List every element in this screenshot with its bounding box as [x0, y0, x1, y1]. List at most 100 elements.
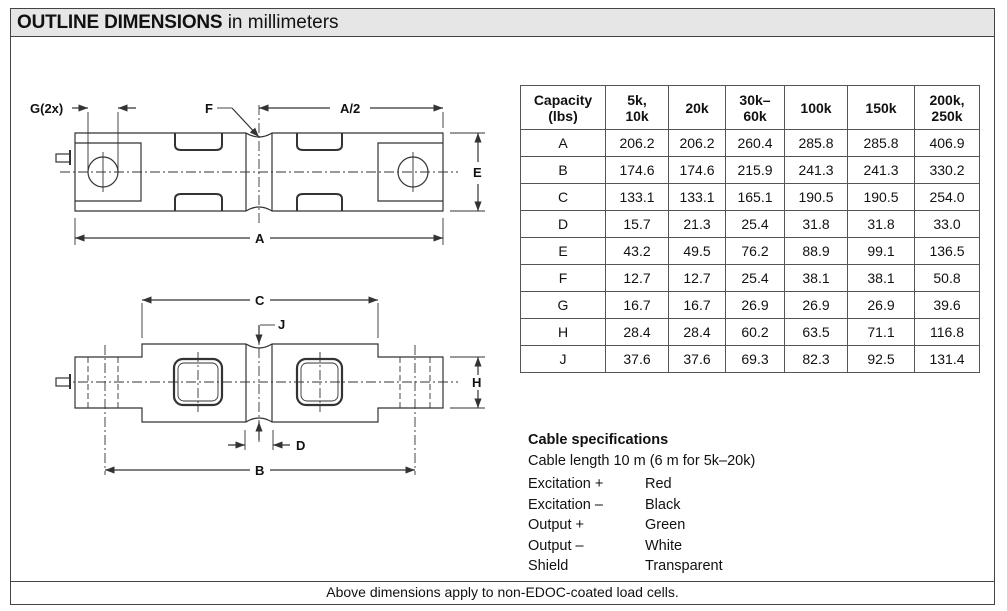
- table-row: J 37.6 37.6 69.3 82.3 92.5 131.4: [520, 345, 980, 373]
- table-cell: 12.7: [668, 264, 726, 292]
- table-row: F 12.7 12.7 25.4 38.1 38.1 50.8: [520, 264, 980, 292]
- table-cell: 43.2: [605, 237, 669, 265]
- cable-specifications: Cable specifications Cable length 10 m (…: [528, 430, 755, 577]
- wire-signal: Excitation –: [528, 496, 603, 513]
- column-header-text: 20k: [685, 99, 709, 116]
- dimensions-table: Capacity (lbs) 5k, 10k 20k 30k–60k 100k 150k 2…: [520, 85, 980, 373]
- table-cell: 21.3: [668, 210, 726, 238]
- dim-label-f: F: [205, 101, 213, 116]
- wire-signal: Shield: [528, 558, 569, 574]
- table-cell: 15.7: [605, 210, 669, 238]
- dimension-label: J: [520, 345, 606, 373]
- table-cell: 31.8: [847, 210, 915, 238]
- table-cell: 82.3: [784, 345, 848, 373]
- table-cell: 60.2: [725, 318, 785, 346]
- wire-signal: Output +: [528, 517, 585, 533]
- table-row: G 16.7 16.7 26.9 26.9 26.9 39.6: [520, 291, 980, 319]
- wire-row: Excitation – Black: [528, 495, 755, 516]
- table-cell: 76.2: [725, 237, 785, 265]
- table-row: C 133.1 133.1 165.1 190.5 190.5 254.0: [520, 183, 980, 211]
- table-cell: 38.1: [784, 264, 848, 292]
- table-cell: 31.8: [784, 210, 848, 238]
- wire-row: Output – White: [528, 536, 755, 557]
- column-header: 20k: [668, 85, 726, 130]
- table-row: A 206.2 206.2 260.4 285.8 285.8 406.9: [520, 129, 980, 157]
- table-cell: 133.1: [668, 183, 726, 211]
- column-header-text: Capacity (lbs): [533, 91, 593, 124]
- table-row: E 43.2 49.5 76.2 88.9 99.1 136.5: [520, 237, 980, 265]
- table-cell: 330.2: [914, 156, 980, 184]
- dimension-label: E: [520, 237, 606, 265]
- table-header-row: Capacity (lbs) 5k, 10k 20k 30k–60k 100k 150k 2…: [520, 85, 980, 130]
- table-row: B 174.6 174.6 215.9 241.3 241.3 330.2: [520, 156, 980, 184]
- cable-length: Cable length 10 m (6 m for 5k–20k): [528, 452, 756, 469]
- table-row: D 15.7 21.3 25.4 31.8 31.8 33.0: [520, 210, 980, 238]
- column-header: 5k, 10k: [605, 85, 669, 130]
- footer-note: Above dimensions apply to non-EDOC-coate…: [11, 581, 994, 604]
- table-cell: 39.6: [914, 291, 980, 319]
- wire-color: Green: [645, 517, 686, 533]
- table-cell: 37.6: [605, 345, 669, 373]
- dim-label-g: G(2x): [30, 101, 63, 116]
- dim-label-h: H: [472, 375, 481, 390]
- title-bold: OUTLINE DIMENSIONS: [17, 12, 223, 33]
- table-row: H 28.4 28.4 60.2 63.5 71.1 116.8: [520, 318, 980, 346]
- table-cell: 25.4: [725, 210, 785, 238]
- table-cell: 37.6: [668, 345, 726, 373]
- table-cell: 285.8: [784, 129, 848, 157]
- table-cell: 206.2: [605, 129, 669, 157]
- table-cell: 99.1: [847, 237, 915, 265]
- section-title: OUTLINE DIMENSIONS in millimeters: [17, 12, 339, 34]
- table-cell: 190.5: [784, 183, 848, 211]
- table-cell: 33.0: [914, 210, 980, 238]
- dimension-label: A: [520, 129, 606, 157]
- wire-color: Red: [645, 476, 672, 492]
- dimension-label: B: [520, 156, 606, 184]
- table-cell: 215.9: [725, 156, 785, 184]
- table-body: A 206.2 206.2 260.4 285.8 285.8 406.9 B 174.6 174…: [520, 129, 980, 373]
- title-units: in millimeters: [222, 12, 339, 33]
- column-header: Capacity (lbs): [520, 85, 606, 130]
- wire-signal: Excitation +: [528, 476, 604, 492]
- dim-label-d: D: [296, 438, 305, 453]
- table-cell: 116.8: [914, 318, 980, 346]
- table-cell: 174.6: [605, 156, 669, 184]
- column-header: 200k, 250k: [914, 85, 980, 130]
- dim-label-b: B: [255, 463, 264, 478]
- cable-title: Cable specifications: [528, 432, 669, 448]
- table-cell: 38.1: [847, 264, 915, 292]
- table-cell: 92.5: [847, 345, 915, 373]
- table-cell: 285.8: [847, 129, 915, 157]
- dim-label-a: A: [255, 231, 265, 246]
- table-cell: 71.1: [847, 318, 915, 346]
- wire-row: Excitation + Red: [528, 474, 755, 495]
- table-cell: 26.9: [725, 291, 785, 319]
- table-cell: 241.3: [784, 156, 848, 184]
- wire-color: Black: [645, 496, 681, 513]
- table-cell: 88.9: [784, 237, 848, 265]
- table-cell: 174.6: [668, 156, 726, 184]
- table-cell: 12.7: [605, 264, 669, 292]
- column-header: 30k–60k: [725, 85, 785, 130]
- table-cell: 28.4: [605, 318, 669, 346]
- table-cell: 63.5: [784, 318, 848, 346]
- dim-label-a-half: A/2: [340, 101, 360, 116]
- table-cell: 136.5: [914, 237, 980, 265]
- dim-label-e: E: [473, 165, 482, 180]
- table-cell: 26.9: [847, 291, 915, 319]
- table-cell: 16.7: [668, 291, 726, 319]
- wire-color: Transparent: [645, 558, 723, 574]
- wire-row: Output + Green: [528, 515, 755, 536]
- table-cell: 206.2: [668, 129, 726, 157]
- table-cell: 26.9: [784, 291, 848, 319]
- dimension-label: H: [520, 318, 606, 346]
- outline-dimensions-panel: OUTLINE DIMENSIONS in millimeters Above …: [10, 8, 995, 605]
- table-cell: 260.4: [725, 129, 785, 157]
- wire-signal: Output –: [528, 537, 584, 554]
- table-cell: 254.0: [914, 183, 980, 211]
- dimension-label: D: [520, 210, 606, 238]
- column-header-text: 200k, 250k: [929, 91, 965, 124]
- column-header: 150k: [847, 85, 915, 130]
- section-header: OUTLINE DIMENSIONS in millimeters: [11, 9, 994, 37]
